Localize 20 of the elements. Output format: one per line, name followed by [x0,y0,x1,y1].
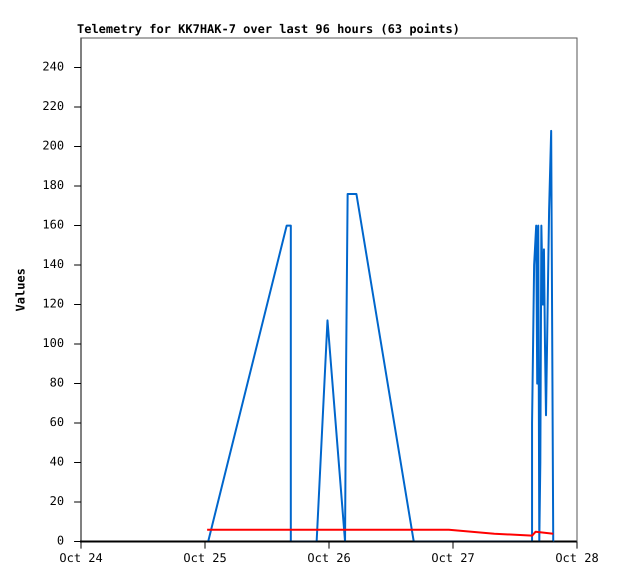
x-tick-label: Oct 28 [555,550,599,565]
y-tick-label: 200 [42,138,64,153]
y-axis-title: Values [13,268,28,312]
y-tick-label: 0 [56,534,64,548]
y-tick-label: 120 [42,296,64,311]
y-tick-label: 40 [50,454,64,469]
y-tick-label: 60 [50,415,64,430]
y-tick-label: 220 [42,99,64,114]
x-tick-label: Oct 24 [59,550,103,565]
y-tick-label: 140 [42,257,64,272]
y-tick-label: 180 [42,178,64,192]
y-tick-label: 100 [42,336,64,350]
y-tick-label: 20 [50,494,64,508]
chart-title: Telemetry for KK7HAK-7 over last 96 hours (63 points) [77,22,460,36]
y-tick-label: 160 [42,218,64,232]
y-tick-label: 80 [50,376,64,390]
x-tick-label: Oct 26 [307,550,351,565]
x-tick-label: Oct 27 [431,550,475,565]
y-tick-label: 240 [42,60,64,74]
x-tick-label: Oct 25 [183,550,227,565]
